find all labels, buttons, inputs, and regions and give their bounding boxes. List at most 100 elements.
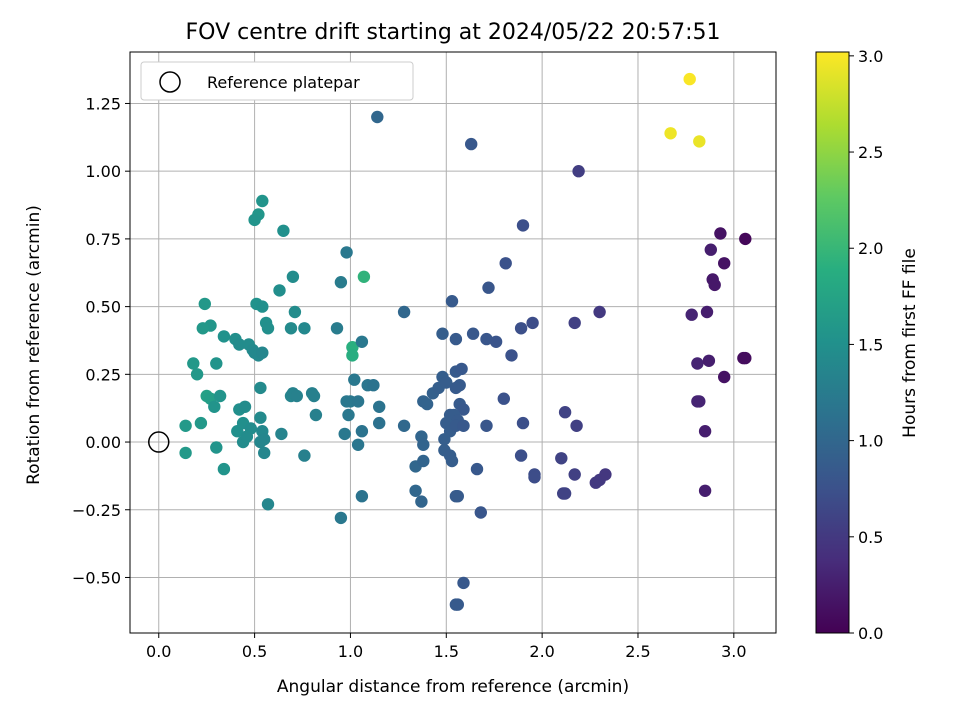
data-point-118 [489, 335, 503, 348]
data-point-146 [568, 468, 581, 481]
data-point-117 [480, 332, 493, 346]
data-point-157 [685, 308, 698, 321]
data-point-116 [466, 327, 480, 340]
data-point-151 [599, 468, 612, 481]
data-point-35 [213, 389, 227, 403]
data-point-58 [210, 441, 223, 454]
x-axis-label: Angular distance from reference (arcmin) [277, 677, 629, 697]
x-tick-label-3: 1.5 [434, 642, 459, 661]
data-point-22 [217, 330, 231, 343]
data-point-84 [397, 419, 411, 432]
data-point-15 [288, 305, 302, 319]
data-point-59 [179, 446, 192, 460]
data-point-56 [240, 430, 254, 443]
data-point-6 [256, 194, 269, 208]
data-point-64 [334, 276, 348, 289]
data-point-160 [702, 354, 716, 367]
data-point-17 [196, 322, 209, 335]
data-point-66 [330, 322, 344, 335]
colorbar-tick-label-1: 0.5 [858, 528, 883, 547]
y-axis-ticks: −0.50 −0.25 0.00 0.25 0.50 0.75 1.00 1.25 [72, 94, 130, 587]
legend: Reference platepar [140, 61, 414, 101]
colorbar-tick-label-0: 0.0 [858, 624, 883, 643]
y-tick-label-3: 0.25 [85, 365, 121, 384]
colorbar-tick-label-4: 2.0 [858, 239, 883, 258]
data-point-145 [555, 452, 568, 465]
data-point-115 [457, 419, 470, 432]
data-point-166 [739, 232, 752, 246]
data-point-103 [449, 381, 463, 395]
data-point-156 [718, 257, 731, 270]
data-point-67 [355, 335, 369, 348]
data-point-92 [420, 397, 434, 411]
data-point-63 [261, 498, 275, 511]
data-point-9 [277, 224, 290, 237]
data-point-57 [275, 427, 288, 441]
data-point-21 [298, 322, 311, 335]
data-point-81 [334, 511, 348, 525]
data-point-95 [436, 327, 449, 340]
colorbar-tick-label-5: 2.5 [858, 143, 883, 162]
colorbar-tick-label-2: 1.0 [858, 432, 883, 451]
data-point-128 [470, 462, 484, 476]
y-tick-label-1: −0.25 [72, 501, 121, 520]
data-point-76 [338, 427, 351, 441]
data-point-30 [187, 357, 200, 370]
legend-box [140, 61, 414, 101]
data-point-152 [704, 243, 717, 256]
x-tick-label-1: 0.5 [242, 642, 267, 661]
data-point-14 [256, 300, 269, 313]
y-tick-label-5: 0.75 [85, 230, 121, 249]
data-point-101 [455, 362, 468, 376]
data-point-97 [440, 376, 453, 389]
data-point-82 [371, 110, 384, 124]
data-point-75 [373, 400, 386, 413]
x-tick-label-2: 1.0 [338, 642, 363, 661]
data-point-83 [397, 305, 411, 319]
legend-entry-reference: Reference platepar [207, 73, 360, 92]
x-tick-label-6: 3.0 [721, 642, 746, 661]
data-point-1 [664, 127, 677, 140]
data-point-139 [528, 471, 541, 484]
data-point-122 [505, 349, 518, 362]
data-point-44 [307, 389, 321, 403]
data-point-88 [417, 454, 430, 468]
chart-title: FOV centre drift starting at 2024/05/22 … [186, 20, 721, 45]
colorbar-ticks: 0.0 0.5 1.0 1.5 2.0 2.5 3.0 [849, 47, 883, 643]
data-point-119 [482, 281, 495, 294]
data-point-60 [217, 462, 231, 476]
data-point-132 [451, 598, 464, 611]
data-point-62 [298, 449, 311, 462]
data-point-129 [474, 506, 487, 519]
x-tick-label-5: 2.5 [625, 642, 650, 661]
data-point-133 [514, 322, 528, 335]
data-point-162 [693, 395, 706, 408]
axes-border [129, 51, 777, 634]
data-point-144 [570, 419, 583, 432]
data-points [179, 72, 752, 611]
data-point-10 [286, 270, 300, 283]
data-point-120 [465, 137, 478, 151]
x-axis-ticks: 0.0 0.5 1.0 1.5 2.0 2.5 3.0 [146, 633, 747, 661]
data-point-51 [254, 411, 267, 424]
data-point-39 [254, 381, 267, 395]
data-point-77 [355, 425, 369, 438]
data-point-135 [516, 219, 530, 232]
data-point-42 [290, 389, 303, 403]
data-point-105 [457, 403, 470, 416]
data-point-70 [367, 379, 380, 392]
data-point-31 [210, 357, 223, 370]
data-point-130 [457, 576, 470, 590]
data-point-73 [351, 395, 365, 408]
y-tick-label-7: 1.25 [85, 94, 121, 113]
data-point-134 [526, 316, 539, 330]
reference-platepar-marker [148, 431, 170, 453]
data-point-45 [309, 408, 323, 422]
data-point-125 [445, 454, 459, 468]
data-point-165 [698, 484, 712, 497]
y-tick-label-2: 0.00 [85, 433, 121, 452]
legend-marker [159, 71, 181, 93]
data-point-24 [233, 338, 246, 351]
data-point-168 [737, 351, 750, 365]
